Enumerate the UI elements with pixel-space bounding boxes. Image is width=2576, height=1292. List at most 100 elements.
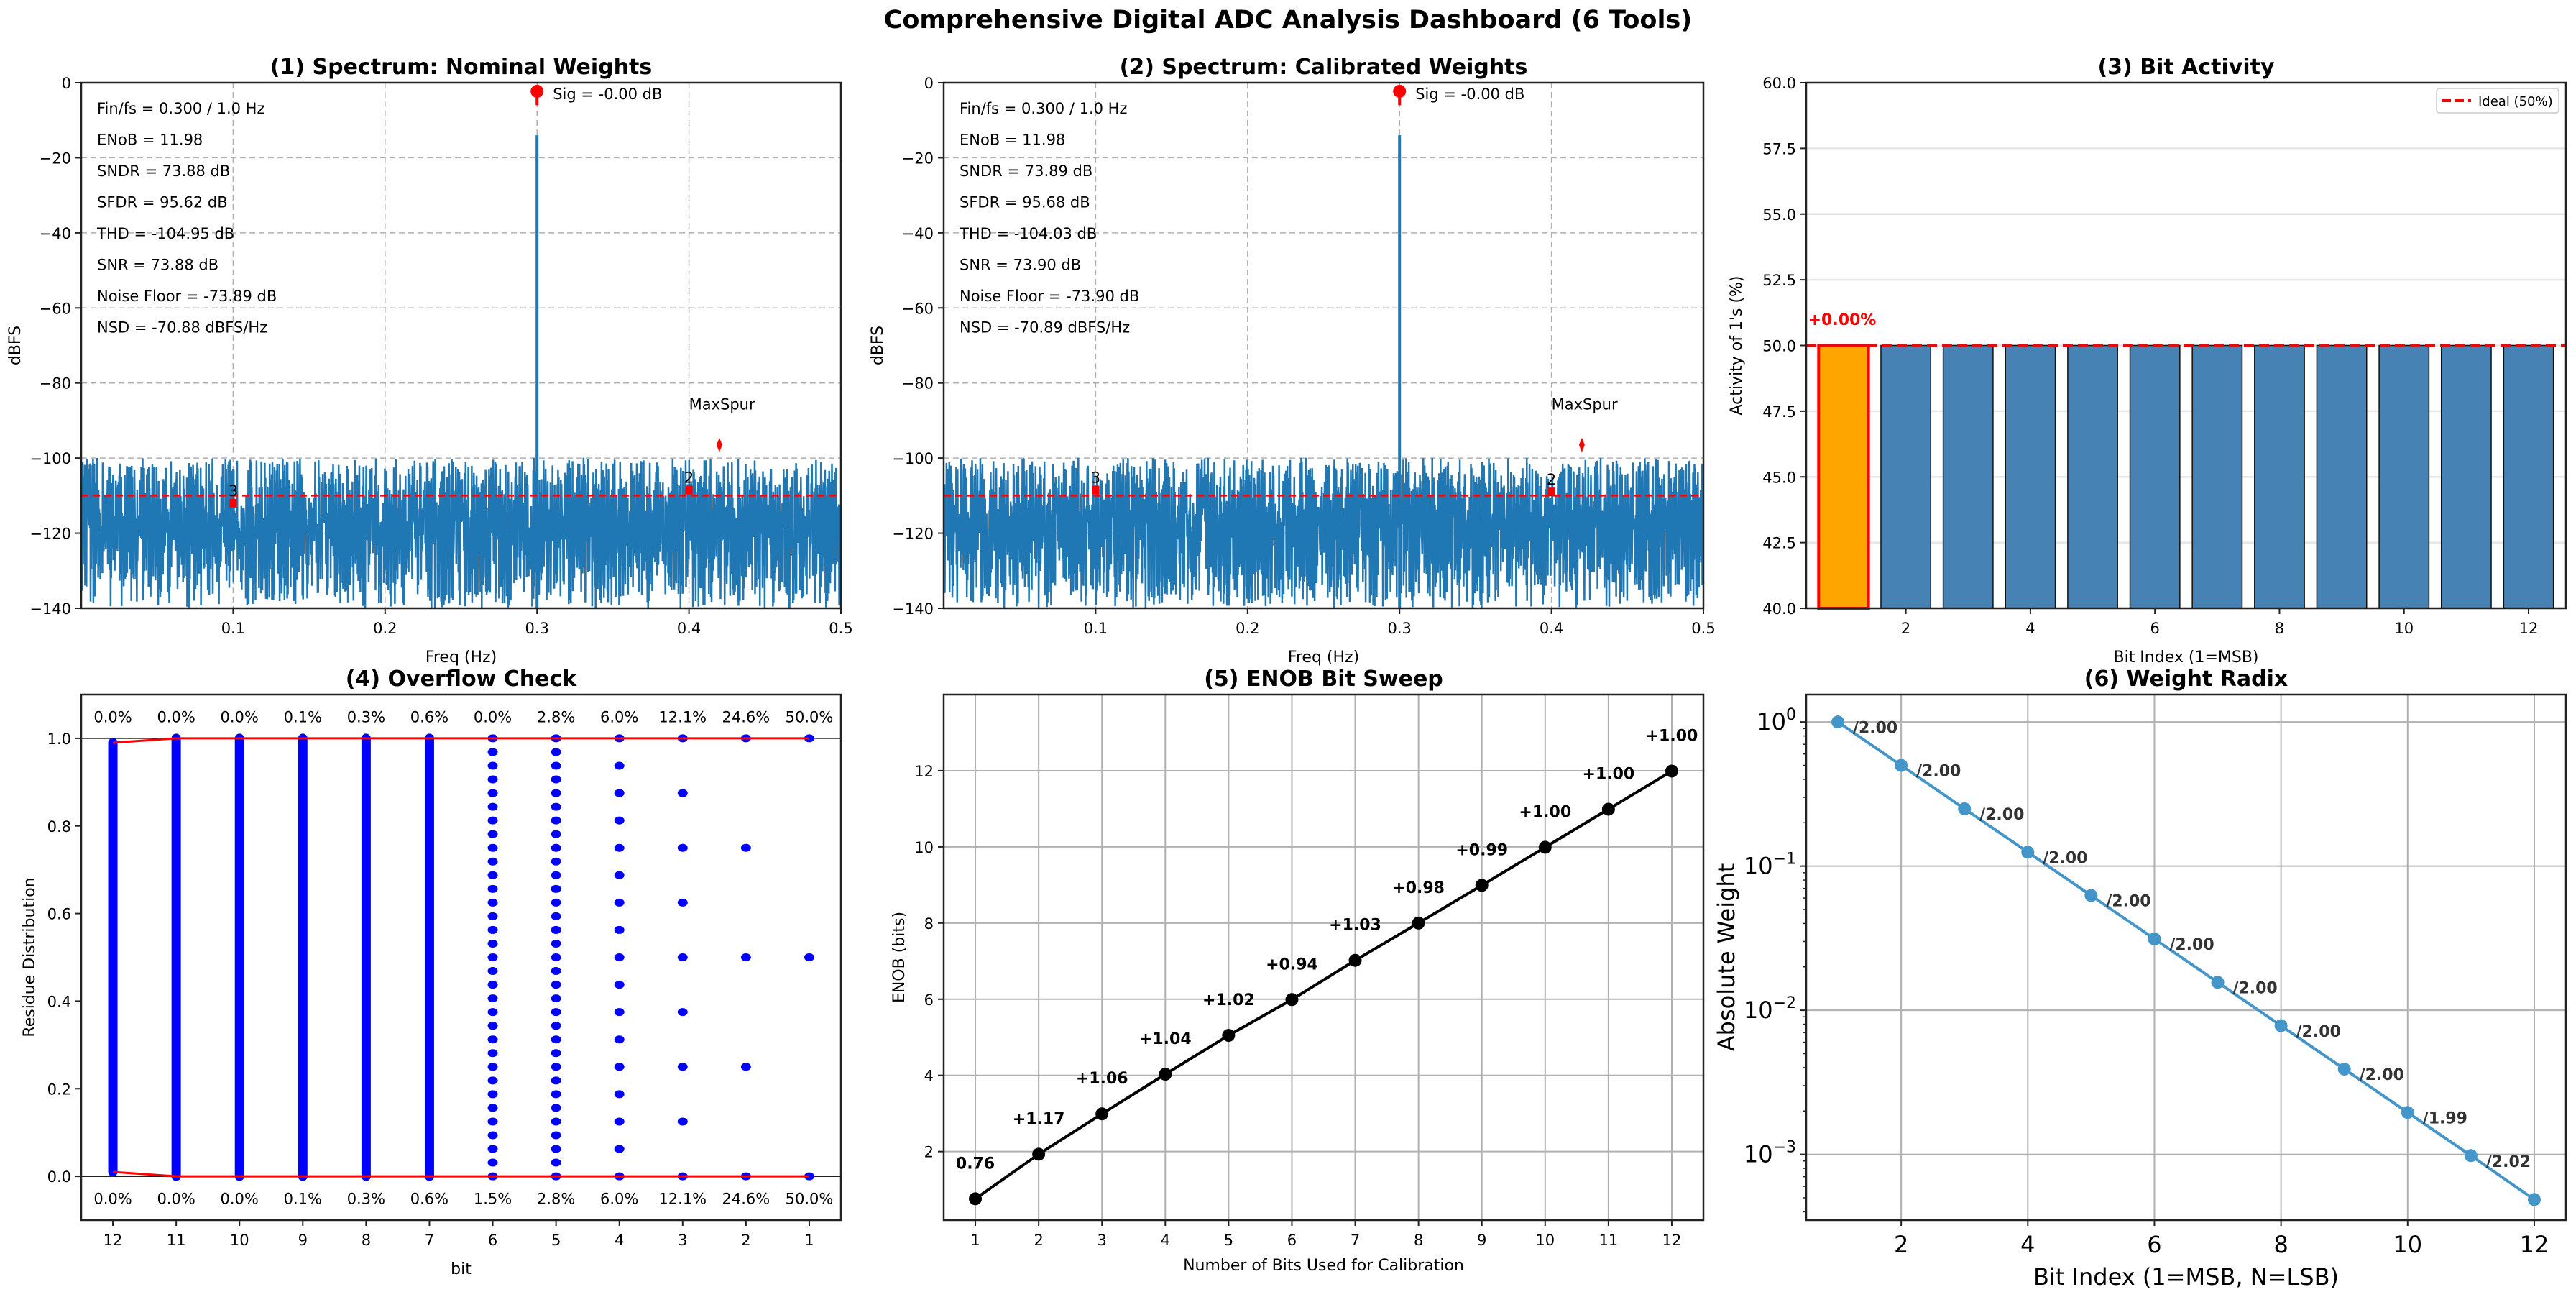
enob-point <box>1032 1147 1046 1161</box>
metric-text: Fin/fs = 0.300 / 1.0 Hz <box>960 100 1127 117</box>
top-percent-label: 50.0% <box>786 708 834 725</box>
residue-point <box>614 1145 625 1153</box>
x-tick-label: 8 <box>2273 1231 2288 1258</box>
y-tick-label: −60 <box>902 300 934 317</box>
enob-point <box>1348 953 1362 967</box>
residue-point <box>677 898 688 907</box>
top-percent-label: 24.6% <box>722 708 770 725</box>
residue-point <box>487 857 498 866</box>
radix-point <box>1895 759 1908 772</box>
x-tick-label: 9 <box>1477 1232 1486 1249</box>
y-tick-label: −40 <box>902 225 934 242</box>
residue-point <box>740 843 751 852</box>
enob-delta-label: +1.00 <box>1583 765 1635 783</box>
residue-point <box>614 1008 625 1017</box>
residue-point <box>614 761 625 770</box>
residue-point <box>551 1035 561 1044</box>
harmonic-label: 2 <box>1547 471 1556 488</box>
residue-point <box>487 1008 498 1017</box>
residue-point <box>487 953 498 961</box>
residue-point <box>804 953 814 961</box>
y-tick-label: 10−1 <box>1744 851 1796 880</box>
y-tick-label: 2 <box>924 1144 934 1161</box>
radix-ratio-label: /2.00 <box>1916 763 1961 781</box>
x-tick-label: 2 <box>1894 1231 1908 1258</box>
y-tick-label: 52.5 <box>1762 272 1796 289</box>
metric-text: SNDR = 73.89 dB <box>960 162 1092 180</box>
y-tick-label: 45.0 <box>1762 469 1796 486</box>
top-percent-label: 12.1% <box>658 708 707 725</box>
x-tick-label: 8 <box>362 1232 371 1249</box>
residue-point <box>614 1117 625 1126</box>
radix-ratio-label: /2.00 <box>2106 893 2150 911</box>
residue-point <box>487 748 498 756</box>
residue-point <box>614 981 625 989</box>
y-tick-base: 10 <box>1744 997 1773 1024</box>
enob-delta-label: +0.94 <box>1266 956 1318 973</box>
enob-delta-label: +1.00 <box>1646 727 1698 745</box>
activity-bar <box>2254 344 2305 609</box>
y-tick-label: 0 <box>62 75 71 92</box>
residue-point <box>551 1158 561 1167</box>
legend: Ideal (50%) <box>2436 88 2559 114</box>
metric-text: SNR = 73.88 dB <box>97 257 218 274</box>
max-envelope-line <box>112 737 809 744</box>
spectrum-panel-spectrum_calibrated: (2) Spectrum: Calibrated Weights 0.1 0.2 0.… <box>869 55 1716 666</box>
y-axis-label: dBFS <box>6 326 24 365</box>
enob-point <box>1601 802 1615 816</box>
max-spur-label: MaxSpur <box>689 395 755 413</box>
activity-bar <box>2316 344 2368 609</box>
y-tick-label: −80 <box>40 375 71 393</box>
y-tick-label: −120 <box>29 526 71 543</box>
residue-point <box>551 1022 561 1030</box>
signal-label: Sig = -0.00 dB <box>1415 86 1524 103</box>
residue-point <box>551 748 561 756</box>
y-tick-label: 1.0 <box>47 730 71 748</box>
residue-point <box>487 775 498 784</box>
x-tick-label: 10 <box>2393 1231 2422 1258</box>
residue-point <box>487 1035 498 1044</box>
radix-ratio-label: /2.00 <box>2232 979 2277 997</box>
y-tick-label: 12 <box>914 763 934 780</box>
residue-point <box>487 1063 498 1071</box>
harmonic-marker <box>229 498 237 508</box>
top-percent-label: 2.8% <box>537 708 575 725</box>
metric-text: ENoB = 11.98 <box>960 132 1065 149</box>
y-tick-label: 55.0 <box>1762 206 1796 224</box>
harmonic-label: 3 <box>229 482 238 500</box>
bottom-percent-label: 0.0% <box>157 1191 195 1208</box>
residue-point <box>487 939 498 948</box>
enob-delta-label: +0.99 <box>1455 841 1508 859</box>
radix-point <box>2021 846 2035 859</box>
x-tick-label: 10 <box>230 1232 249 1249</box>
y-tick-label: −120 <box>892 526 934 543</box>
axes-frame <box>1805 693 2567 1222</box>
residue-point <box>551 939 561 948</box>
enob-delta-label: +1.03 <box>1329 917 1381 935</box>
x-tick-label: 4 <box>1161 1232 1170 1249</box>
activity-bar <box>2005 344 2056 609</box>
radix-ratio-label: /2.00 <box>1853 719 1898 737</box>
activity-bar <box>1880 344 1932 609</box>
y-tick-label: 8 <box>924 915 934 933</box>
enob-point <box>1222 1029 1236 1043</box>
x-tick-label: 11 <box>167 1232 186 1249</box>
radix-point <box>2464 1149 2478 1163</box>
y-tick-exponent: 0 <box>1786 706 1796 724</box>
enob-point <box>1095 1107 1109 1121</box>
enob-delta-label: +1.02 <box>1202 991 1255 1009</box>
x-tick-label: 2 <box>1901 620 1910 637</box>
activity-bar <box>2503 344 2554 609</box>
y-tick-label: 10−3 <box>1744 1139 1796 1168</box>
y-axis-label: Activity of 1's (%) <box>1728 275 1746 415</box>
residue-point <box>677 1117 688 1126</box>
residue-point <box>551 1008 561 1017</box>
residue-point <box>677 789 688 797</box>
axes-frame <box>80 81 842 610</box>
residue-point <box>487 1117 498 1126</box>
residue-point <box>487 871 498 879</box>
residue-point <box>551 994 561 1003</box>
x-tick-label: 1 <box>804 1232 814 1249</box>
x-tick-label: 5 <box>1224 1232 1233 1249</box>
